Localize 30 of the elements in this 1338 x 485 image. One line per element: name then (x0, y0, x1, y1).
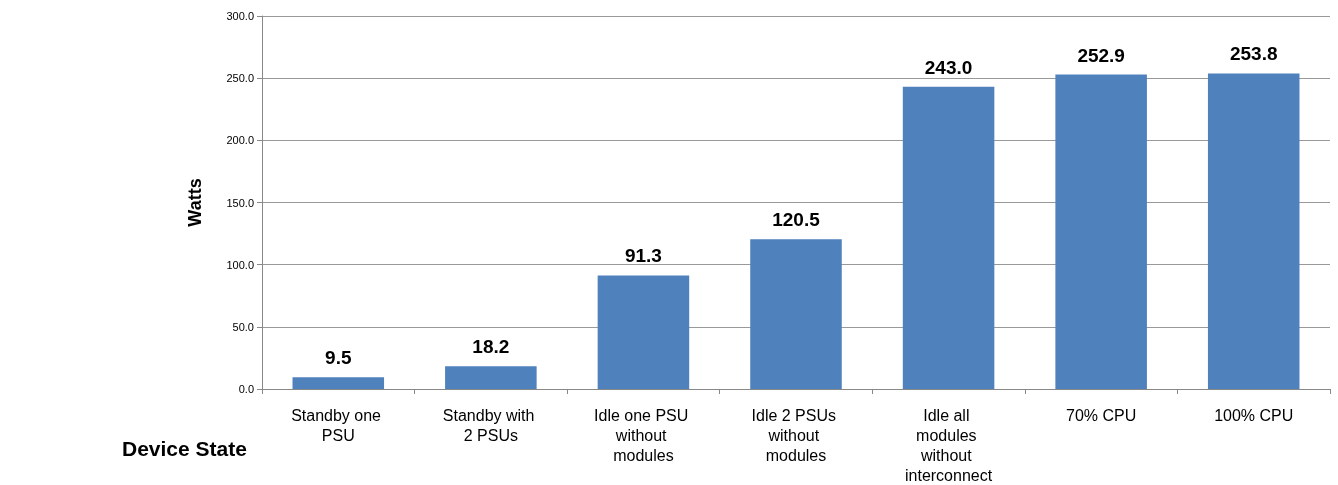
data-label: 252.9 (1077, 44, 1125, 66)
bar (750, 239, 842, 389)
y-tick-label: 100.0 (226, 258, 254, 271)
x-tick-label: 100% CPU (1214, 406, 1294, 424)
y-tick-label: 50.0 (232, 320, 254, 333)
x-tick-label: Idle all modules without interconnect (904, 406, 993, 484)
x-tick-label: Standby with 2 PSUs (442, 406, 539, 444)
data-label: 120.5 (772, 209, 821, 231)
data-label: 18.2 (472, 336, 510, 358)
data-label: 243.0 (924, 56, 973, 78)
bar (445, 366, 537, 389)
y-axis-title: Watts (185, 178, 205, 227)
x-axis-title: Device State (122, 437, 247, 460)
x-tick-label: Idle 2 PSUs without modules (751, 406, 841, 464)
bar (1055, 74, 1147, 389)
x-tick-label: 70% CPU (1066, 406, 1137, 424)
data-label: 253.8 (1229, 43, 1278, 65)
x-tick-label: Standby one PSU (291, 406, 386, 444)
y-tick-label: 0.0 (238, 383, 254, 395)
bar (1207, 73, 1300, 389)
y-tick-label: 200.0 (226, 134, 254, 147)
bar (902, 86, 995, 389)
bar (597, 275, 690, 389)
data-label: 9.5 (325, 347, 352, 369)
y-tick-label: 150.0 (226, 196, 254, 209)
x-tick-label: Idle one PSU without modules (594, 406, 693, 464)
y-tick-label: 300.0 (226, 10, 254, 22)
bar (292, 377, 385, 389)
data-label: 91.3 (624, 245, 662, 267)
y-tick-label: 250.0 (226, 72, 254, 85)
